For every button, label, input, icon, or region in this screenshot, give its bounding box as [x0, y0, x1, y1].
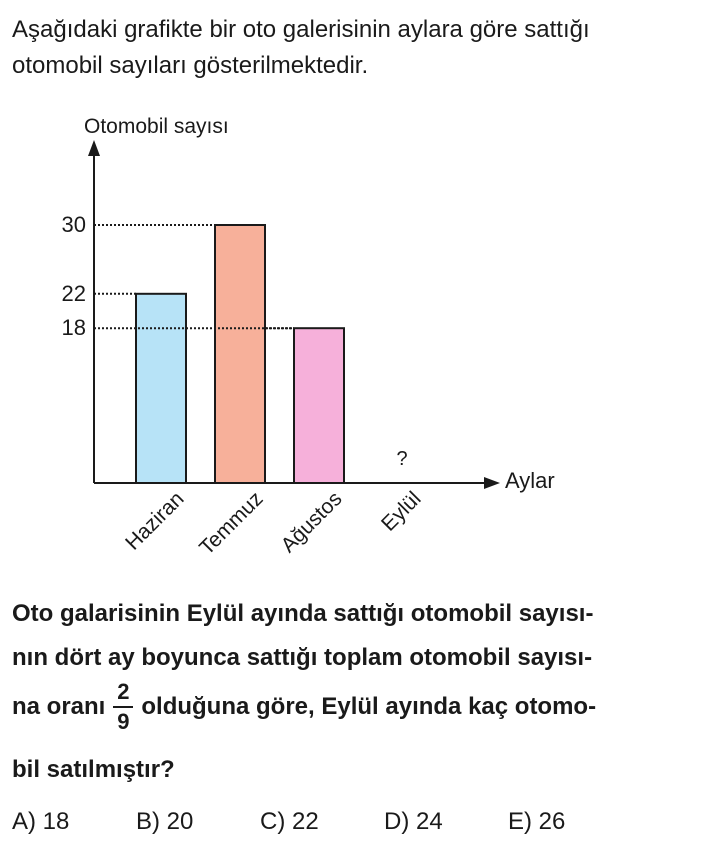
x-tick-label: Eylül	[377, 487, 425, 535]
option-c[interactable]: C) 22	[260, 808, 319, 835]
y-axis-label: Otomobil sayısı	[84, 115, 229, 138]
unknown-value-label: ?	[396, 448, 407, 470]
bar-temmuz	[214, 224, 266, 484]
question-intro: Aşağıdaki grafikte bir oto galerisinin a…	[12, 12, 682, 84]
x-axis-arrow	[484, 477, 500, 489]
bar-ağustos	[293, 327, 345, 484]
question-line-3: na oranı 2 9 olduğuna göre, Eylül ayında…	[12, 680, 692, 734]
intro-line-2: otomobil sayıları gösterilmektedir.	[12, 52, 369, 79]
option-e[interactable]: E) 26	[508, 808, 566, 835]
question-line-1: Oto galarisinin Eylül ayında sattığı oto…	[12, 600, 594, 627]
question-line-4: bil satılmıştır?	[12, 756, 175, 783]
fraction: 2 9	[113, 679, 134, 734]
y-axis-arrow	[88, 140, 100, 156]
fraction-numerator: 2	[117, 679, 130, 704]
question-line-2: nın dört ay boyunca sattığı toplam otomo…	[12, 644, 593, 671]
x-tick-label: Haziran	[121, 487, 188, 554]
option-a[interactable]: A) 18	[12, 808, 70, 835]
y-tick-label: 22	[62, 281, 86, 306]
bar-chart: Otomobil sayısı Aylar 18 22 30 Haziran Temmuz A…	[62, 115, 555, 560]
y-tick-label: 18	[62, 315, 86, 340]
x-tick-label: Temmuz	[195, 487, 267, 559]
intro-line-1: Aşağıdaki grafikte bir oto galerisinin a…	[12, 16, 590, 43]
bar-haziran	[135, 292, 187, 484]
question-line-3-pre: na oranı	[12, 693, 106, 720]
option-d[interactable]: D) 24	[384, 808, 443, 835]
x-tick-label: Ağustos	[277, 487, 347, 557]
option-b[interactable]: B) 20	[136, 808, 194, 835]
y-tick-label: 30	[62, 212, 86, 237]
fraction-bar	[113, 706, 134, 708]
question-line-3-post: olduğuna göre, Eylül ayında kaç otomo-	[141, 693, 597, 720]
x-axis-label: Aylar	[505, 468, 555, 493]
fraction-denominator: 9	[117, 709, 130, 734]
